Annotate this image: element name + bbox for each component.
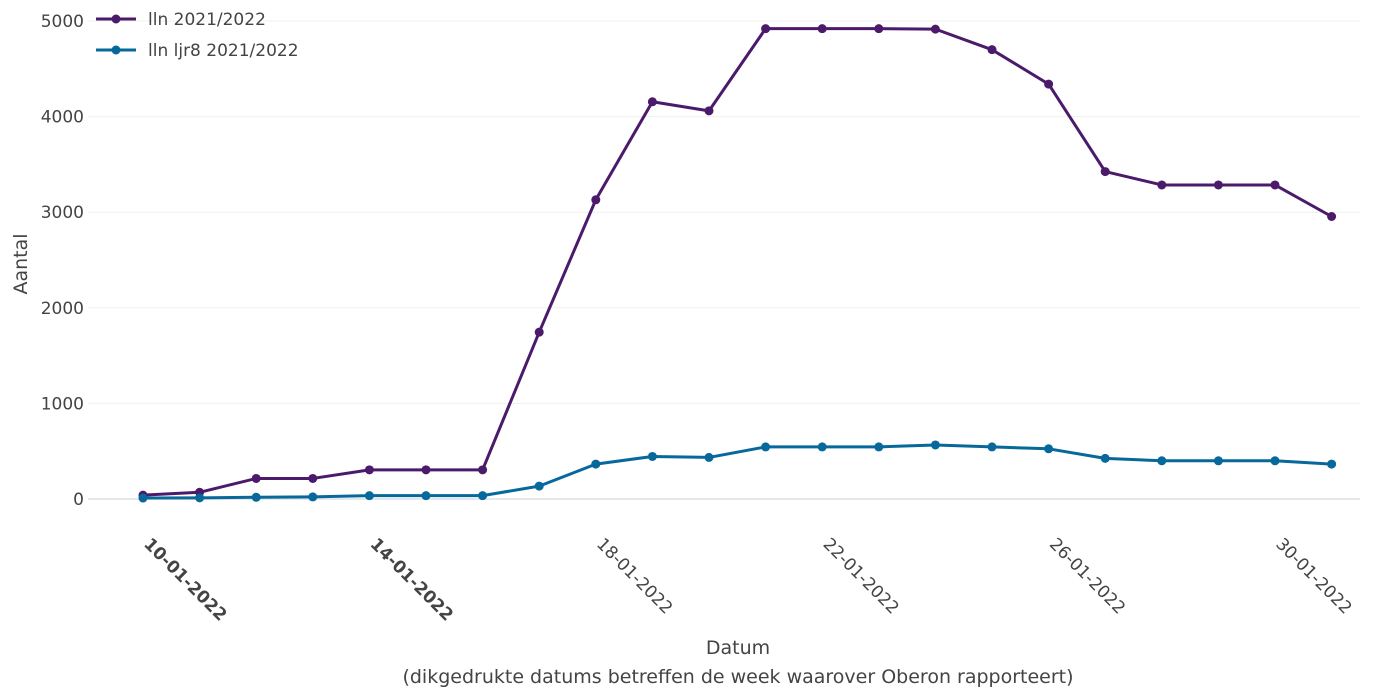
data-point[interactable]: [422, 465, 431, 474]
data-point[interactable]: [988, 45, 997, 54]
x-axis-ticks: 10-01-2022 14-01-2022 18-01-2022 22-01-2022…: [139, 534, 1355, 625]
series-line: [143, 445, 1332, 498]
data-point[interactable]: [1271, 456, 1280, 465]
data-point[interactable]: [818, 24, 827, 33]
data-point[interactable]: [1214, 456, 1223, 465]
data-point[interactable]: [761, 442, 770, 451]
data-point[interactable]: [1157, 180, 1166, 189]
legend-label: lln ljr8 2021/2022: [148, 41, 299, 61]
data-point[interactable]: [535, 482, 544, 491]
y-tick-label: 1000: [41, 394, 84, 414]
series-0: [139, 24, 1337, 500]
data-point[interactable]: [705, 453, 714, 462]
data-point[interactable]: [1327, 212, 1336, 221]
data-point[interactable]: [1214, 180, 1223, 189]
legend[interactable]: lln 2021/2022 lln ljr8 2021/2022: [96, 10, 299, 61]
data-point[interactable]: [1271, 180, 1280, 189]
data-point[interactable]: [535, 328, 544, 337]
y-axis-title: Aantal: [10, 233, 32, 294]
series-layer: [139, 24, 1337, 502]
gridlines: [88, 21, 1360, 403]
data-point[interactable]: [478, 465, 487, 474]
legend-label: lln 2021/2022: [148, 10, 266, 30]
x-tick-label: 18-01-2022: [592, 534, 676, 618]
data-point[interactable]: [1044, 444, 1053, 453]
y-tick-label: 3000: [41, 203, 84, 223]
data-point[interactable]: [648, 97, 657, 106]
x-tick-label: 14-01-2022: [366, 534, 457, 625]
data-point[interactable]: [365, 465, 374, 474]
series-1: [139, 440, 1337, 502]
data-point[interactable]: [761, 24, 770, 33]
x-axis-title: Datum: [706, 637, 770, 659]
x-axis-subtitle: (dikgedrukte datums betreffen de week wa…: [402, 666, 1073, 688]
legend-marker: [112, 15, 121, 24]
x-tick-label: 26-01-2022: [1045, 534, 1129, 618]
data-point[interactable]: [365, 491, 374, 500]
data-point[interactable]: [988, 442, 997, 451]
y-axis-ticks: 0 1000 2000 3000 4000 5000: [41, 12, 84, 510]
data-point[interactable]: [308, 492, 317, 501]
y-tick-label: 4000: [41, 108, 84, 128]
series-line: [143, 29, 1332, 496]
data-point[interactable]: [195, 493, 204, 502]
data-point[interactable]: [1157, 456, 1166, 465]
data-point[interactable]: [874, 24, 883, 33]
data-point[interactable]: [591, 460, 600, 469]
data-point[interactable]: [648, 452, 657, 461]
data-point[interactable]: [139, 494, 148, 503]
data-point[interactable]: [931, 440, 940, 449]
legend-item[interactable]: lln 2021/2022: [96, 10, 266, 30]
y-tick-label: 5000: [41, 12, 84, 32]
data-point[interactable]: [252, 474, 261, 483]
legend-marker: [112, 46, 121, 55]
x-tick-label: 10-01-2022: [139, 534, 230, 625]
legend-item[interactable]: lln ljr8 2021/2022: [96, 41, 299, 61]
data-point[interactable]: [252, 493, 261, 502]
data-point[interactable]: [874, 442, 883, 451]
data-point[interactable]: [422, 491, 431, 500]
data-point[interactable]: [591, 195, 600, 204]
x-tick-label: 22-01-2022: [819, 534, 903, 618]
x-tick-label: 30-01-2022: [1271, 534, 1355, 618]
data-point[interactable]: [931, 25, 940, 34]
data-point[interactable]: [308, 474, 317, 483]
data-point[interactable]: [1327, 460, 1336, 469]
y-tick-label: 0: [73, 490, 84, 510]
data-point[interactable]: [818, 442, 827, 451]
data-point[interactable]: [478, 491, 487, 500]
data-point[interactable]: [1044, 80, 1053, 89]
y-tick-label: 2000: [41, 299, 84, 319]
data-point[interactable]: [1101, 167, 1110, 176]
data-point[interactable]: [1101, 454, 1110, 463]
data-point[interactable]: [705, 106, 714, 115]
